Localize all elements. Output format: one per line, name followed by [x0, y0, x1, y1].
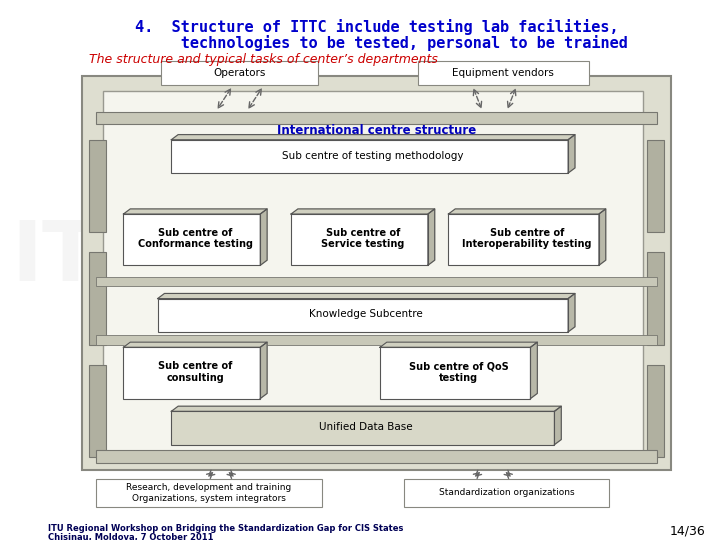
Text: Sub centre of
Conformance testing: Sub centre of Conformance testing: [138, 228, 253, 249]
FancyBboxPatch shape: [96, 276, 657, 286]
Text: Unified Data Base: Unified Data Base: [320, 422, 413, 432]
FancyBboxPatch shape: [89, 253, 107, 345]
Text: Sub centre of
Interoperability testing: Sub centre of Interoperability testing: [462, 228, 592, 249]
Polygon shape: [599, 209, 606, 265]
Polygon shape: [568, 293, 575, 332]
Polygon shape: [158, 293, 575, 299]
FancyBboxPatch shape: [161, 61, 318, 85]
Polygon shape: [428, 209, 435, 265]
Polygon shape: [554, 406, 562, 444]
Polygon shape: [123, 209, 267, 214]
Polygon shape: [260, 209, 267, 265]
FancyBboxPatch shape: [103, 91, 644, 460]
Polygon shape: [291, 209, 435, 214]
Polygon shape: [171, 134, 575, 140]
Text: ITU Regional Workshop on Bridging the Standardization Gap for CIS States: ITU Regional Workshop on Bridging the St…: [48, 524, 403, 533]
FancyBboxPatch shape: [418, 61, 589, 85]
Text: The structure and typical tasks of center’s departments: The structure and typical tasks of cente…: [89, 52, 438, 66]
FancyBboxPatch shape: [89, 365, 107, 457]
Text: 14/36: 14/36: [669, 524, 705, 537]
Text: Operators: Operators: [214, 68, 266, 78]
FancyBboxPatch shape: [158, 299, 568, 332]
Polygon shape: [568, 134, 575, 173]
Text: Sub centre of
Service testing: Sub centre of Service testing: [321, 228, 405, 249]
FancyBboxPatch shape: [647, 365, 664, 457]
Polygon shape: [171, 406, 562, 411]
FancyBboxPatch shape: [123, 214, 260, 265]
Text: ITU: ITU: [12, 217, 167, 298]
Text: Sub centre of testing methodology: Sub centre of testing methodology: [282, 151, 464, 161]
Polygon shape: [449, 209, 606, 214]
Text: Research, development and training
Organizations, system integrators: Research, development and training Organ…: [126, 483, 292, 503]
FancyBboxPatch shape: [171, 411, 554, 444]
Text: Sub centre of
consulting: Sub centre of consulting: [158, 361, 233, 383]
FancyBboxPatch shape: [89, 140, 107, 232]
FancyBboxPatch shape: [96, 450, 657, 463]
Text: Sub centre of QoS
testing: Sub centre of QoS testing: [409, 361, 508, 383]
Polygon shape: [531, 342, 537, 399]
Text: 4.  Structure of ITTC include testing lab facilities,: 4. Structure of ITTC include testing lab…: [135, 19, 618, 35]
FancyBboxPatch shape: [171, 140, 568, 173]
Polygon shape: [260, 342, 267, 399]
Polygon shape: [123, 342, 267, 347]
FancyBboxPatch shape: [123, 347, 260, 399]
FancyBboxPatch shape: [449, 214, 599, 265]
Text: Knowledge Subcentre: Knowledge Subcentre: [310, 309, 423, 320]
FancyBboxPatch shape: [291, 214, 428, 265]
FancyBboxPatch shape: [96, 112, 657, 124]
Text: technologies to be tested, personal to be trained: technologies to be tested, personal to b…: [125, 35, 628, 51]
Text: International centre structure: International centre structure: [277, 124, 476, 137]
Text: Standardization organizations: Standardization organizations: [438, 488, 575, 497]
FancyBboxPatch shape: [380, 347, 531, 399]
Text: Equipment vendors: Equipment vendors: [452, 68, 554, 78]
FancyBboxPatch shape: [82, 76, 671, 470]
FancyBboxPatch shape: [404, 479, 609, 507]
Text: Chisinau, Moldova, 7 October 2011: Chisinau, Moldova, 7 October 2011: [48, 534, 214, 540]
FancyBboxPatch shape: [647, 253, 664, 345]
FancyBboxPatch shape: [647, 140, 664, 232]
FancyBboxPatch shape: [96, 479, 322, 507]
FancyBboxPatch shape: [96, 335, 657, 345]
Polygon shape: [380, 342, 537, 347]
